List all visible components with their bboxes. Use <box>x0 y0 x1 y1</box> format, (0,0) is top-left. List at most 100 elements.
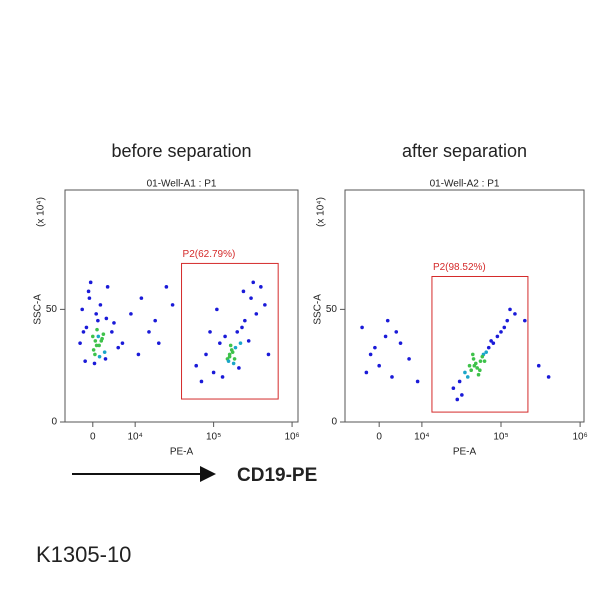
event-dot <box>204 352 208 357</box>
event-dot <box>460 393 464 397</box>
event-dot <box>476 372 481 377</box>
event-dot <box>136 352 141 357</box>
event-dot <box>546 375 551 379</box>
event-dot <box>100 336 104 341</box>
event-dot <box>105 285 110 289</box>
event-dot <box>83 359 87 363</box>
event-dot <box>237 366 241 370</box>
y-unit-label: (x 10⁴) <box>316 197 327 227</box>
event-dot <box>360 325 364 330</box>
event-dot <box>227 354 232 359</box>
event-dot <box>465 375 470 379</box>
event-dot <box>95 327 99 332</box>
event-dot <box>103 357 108 361</box>
gate-label: P2(98.52%) <box>433 262 486 273</box>
event-dot <box>91 348 96 352</box>
event-dot <box>471 357 476 361</box>
event-dot <box>478 359 483 363</box>
plot-subtitle: 01-Well-A2 : P1 <box>430 179 500 190</box>
footer: K1305-10 <box>36 542 131 567</box>
event-dot <box>368 352 373 357</box>
event-dot <box>373 345 377 350</box>
event-dot <box>232 357 237 361</box>
event-dot <box>238 341 243 345</box>
event-dot <box>156 341 161 345</box>
event-dot <box>472 363 477 368</box>
event-dot <box>164 285 169 289</box>
event-dot <box>523 318 527 323</box>
event-dot <box>87 296 92 300</box>
plot-subtitle: 01-Well-A1 : P1 <box>147 179 217 190</box>
event-dot <box>208 330 212 334</box>
y-axis-label: SSC-A <box>33 294 44 325</box>
event-dot <box>480 354 485 359</box>
x-axis-label: PE-A <box>170 447 194 458</box>
event-dot <box>147 330 151 334</box>
event-dot <box>263 303 267 307</box>
event-dot <box>451 386 456 391</box>
event-dot <box>467 363 472 368</box>
x-tick-label: 10⁵ <box>493 432 508 443</box>
gate <box>181 262 279 400</box>
event-dot <box>81 330 86 334</box>
event-dot <box>104 316 109 321</box>
event-dot <box>194 363 199 368</box>
event-dot <box>235 330 240 334</box>
x-tick-label: 0 <box>90 432 96 443</box>
event-dot <box>228 343 233 348</box>
event-dot <box>390 375 394 379</box>
event-dot <box>97 354 102 359</box>
x-tick-label: 10⁶ <box>572 432 587 443</box>
event-dot <box>120 341 125 345</box>
event-dot <box>218 341 222 345</box>
event-dot <box>394 330 399 334</box>
event-dot <box>223 334 227 339</box>
event-dot <box>499 330 503 334</box>
event-dot <box>86 289 91 294</box>
event-dot <box>230 350 235 354</box>
event-dot <box>491 341 496 345</box>
event-dot <box>199 379 204 384</box>
x-tick-label: 10⁵ <box>206 432 221 443</box>
event-dot <box>508 307 512 312</box>
event-dot <box>116 345 121 350</box>
event-dot <box>231 361 236 366</box>
event-dot <box>112 321 116 325</box>
event-dot <box>469 368 473 372</box>
event-dot <box>457 379 462 384</box>
event-dot <box>251 280 256 285</box>
event-dot <box>536 363 541 368</box>
plot-frame <box>344 189 585 423</box>
event-dot <box>415 379 420 384</box>
event-dot <box>383 334 388 339</box>
event-dot <box>482 359 487 363</box>
event-dot <box>489 339 493 343</box>
event-dot <box>98 303 103 307</box>
event-dot <box>243 318 247 323</box>
y-axis-label: SSC-A <box>313 294 324 325</box>
event-dot <box>475 366 479 370</box>
event-dot <box>78 341 82 345</box>
event-dot <box>455 397 460 402</box>
event-dot <box>84 325 89 330</box>
gate <box>431 275 529 413</box>
event-dot <box>513 312 517 316</box>
event-dot <box>486 345 491 350</box>
event-dot <box>129 312 133 316</box>
event-dot <box>110 330 114 334</box>
event-dot <box>211 370 216 375</box>
event-dot <box>170 303 175 307</box>
event-dot <box>254 312 259 316</box>
event-dot <box>259 285 263 289</box>
event-dot <box>153 318 157 323</box>
y-tick-label: 0 <box>331 417 337 428</box>
event-dot <box>505 318 510 323</box>
event-dot <box>484 350 488 354</box>
event-dot <box>241 289 246 294</box>
event-dot <box>246 339 251 343</box>
event-dot <box>80 307 85 312</box>
event-dot <box>215 307 219 312</box>
event-dot <box>249 296 253 300</box>
x-axis-label: PE-A <box>453 447 477 458</box>
